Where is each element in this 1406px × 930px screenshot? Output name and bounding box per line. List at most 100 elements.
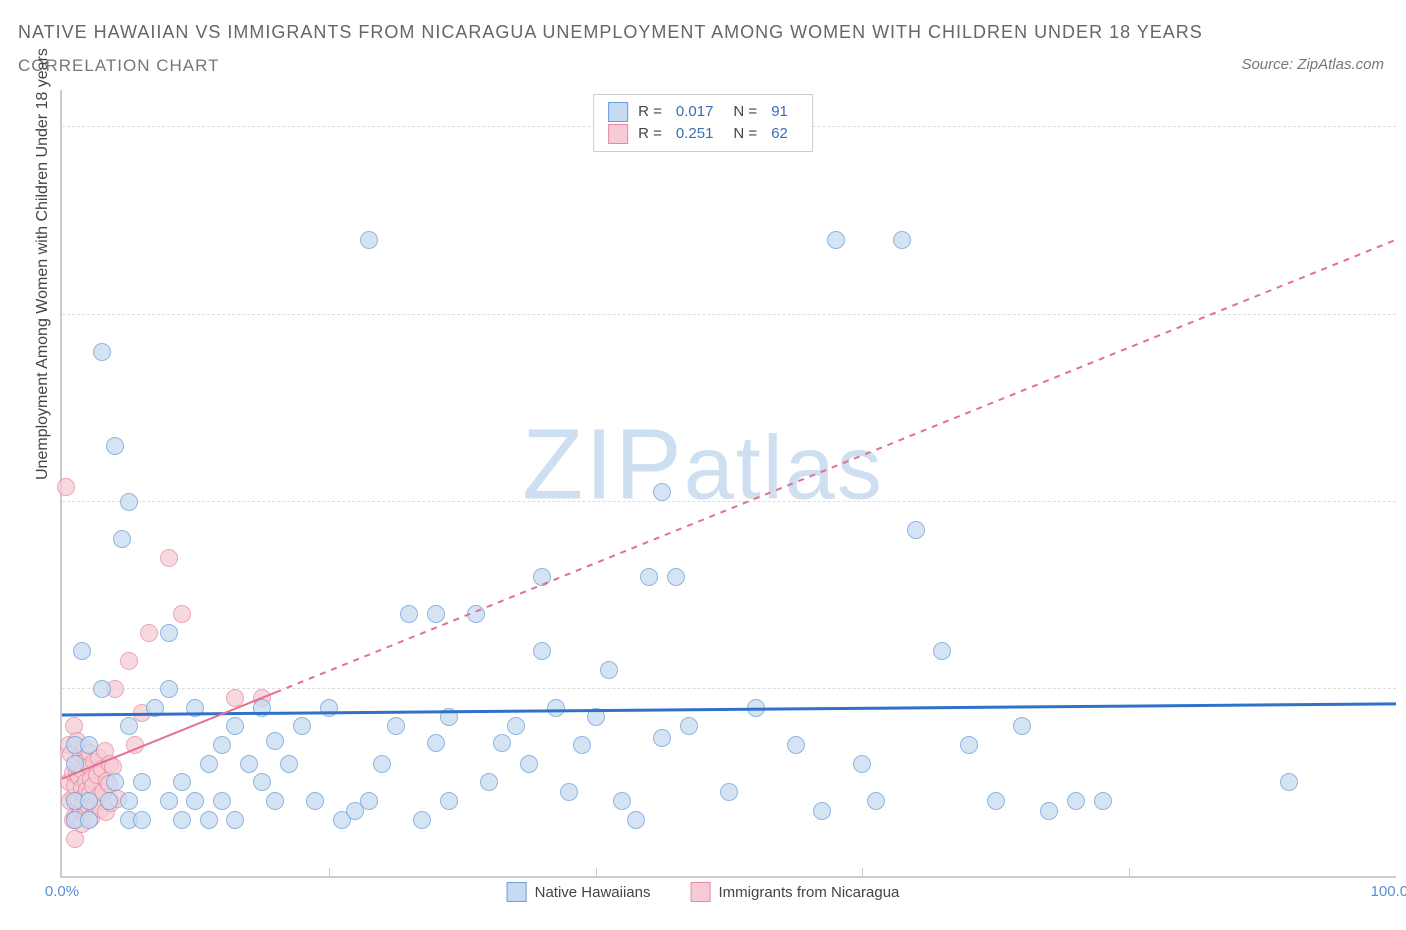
scatter-point [680,717,698,735]
scatter-point [493,734,511,752]
scatter-point [360,792,378,810]
scatter-point [1280,773,1298,791]
scatter-point [253,699,271,717]
scatter-point [1013,717,1031,735]
scatter-point [653,729,671,747]
scatter-point [627,811,645,829]
legend-label-b: Immigrants from Nicaragua [719,884,900,901]
scatter-point [613,792,631,810]
scatter-point [160,680,178,698]
scatter-point [893,231,911,249]
scatter-point [480,773,498,791]
scatter-point [427,605,445,623]
scatter-point [100,792,118,810]
y-axis-label: Unemployment Among Women with Children U… [34,48,52,480]
legend-swatch-a [507,882,527,902]
source-label: Source: ZipAtlas.com [1241,56,1384,73]
scatter-point [120,493,138,511]
scatter-point [160,624,178,642]
scatter-point [160,792,178,810]
scatter-point [560,783,578,801]
scatter-point [226,689,244,707]
scatter-point [173,605,191,623]
scatter-point [1067,792,1085,810]
legend-item-series-a: Native Hawaiians [507,882,651,902]
plot-area: 10.0%20.0%30.0%40.0%0.0%100.0% [60,90,1396,878]
scatter-point [813,802,831,820]
scatter-point [73,642,91,660]
scatter-point [960,736,978,754]
series-legend: Native Hawaiians Immigrants from Nicarag… [501,882,906,902]
scatter-point [113,530,131,548]
scatter-point [573,736,591,754]
scatter-point [80,811,98,829]
scatter-point [93,343,111,361]
scatter-point [533,568,551,586]
x-tick-label: 100.0% [1371,883,1406,900]
legend-n-value-b: 62 [771,123,788,145]
legend-swatch-b [691,882,711,902]
legend-r-label-a: R = [638,101,662,123]
legend-r-label-b: R = [638,123,662,145]
scatter-point [1094,792,1112,810]
scatter-point [173,773,191,791]
scatter-point [867,792,885,810]
scatter-point [360,231,378,249]
scatter-point [160,549,178,567]
scatter-point [373,755,391,773]
scatter-point [266,792,284,810]
scatter-point [133,811,151,829]
scatter-point [80,792,98,810]
scatter-point [747,699,765,717]
scatter-point [787,736,805,754]
scatter-point [587,708,605,726]
scatter-point [200,755,218,773]
scatter-point [213,792,231,810]
scatter-point [507,717,525,735]
scatter-point [413,811,431,829]
scatter-point [600,661,618,679]
legend-n-value-a: 91 [771,101,788,123]
scatter-point [987,792,1005,810]
scatter-point [226,811,244,829]
scatter-point [213,736,231,754]
scatter-point [253,773,271,791]
scatter-point [226,717,244,735]
chart-title-line1: NATIVE HAWAIIAN VS IMMIGRANTS FROM NICAR… [18,22,1203,43]
scatter-point [173,811,191,829]
trend-lines-layer [62,90,1396,876]
scatter-point [827,231,845,249]
scatter-point [293,717,311,735]
scatter-point [306,792,324,810]
legend-item-series-b: Immigrants from Nicaragua [691,882,900,902]
scatter-point [907,521,925,539]
scatter-point [120,652,138,670]
scatter-point [106,437,124,455]
scatter-point [186,699,204,717]
scatter-point [126,736,144,754]
scatter-point [933,642,951,660]
scatter-point [280,755,298,773]
scatter-point [240,755,258,773]
scatter-point [853,755,871,773]
legend-row-series-a: R = 0.017 N = 91 [608,101,798,123]
legend-r-value-b: 0.251 [676,123,714,145]
scatter-point [120,717,138,735]
scatter-point [667,568,685,586]
scatter-point [400,605,418,623]
scatter-point [66,755,84,773]
scatter-point [80,736,98,754]
legend-row-series-b: R = 0.251 N = 62 [608,123,798,145]
correlation-legend: R = 0.017 N = 91 R = 0.251 N = 62 [593,94,813,152]
scatter-point [140,624,158,642]
scatter-point [266,732,284,750]
legend-label-a: Native Hawaiians [535,884,651,901]
scatter-point [440,708,458,726]
scatter-point [186,792,204,810]
legend-swatch-series-a [608,102,628,122]
scatter-point [640,568,658,586]
scatter-point [720,783,738,801]
legend-r-value-a: 0.017 [676,101,714,123]
scatter-point [427,734,445,752]
scatter-point [440,792,458,810]
